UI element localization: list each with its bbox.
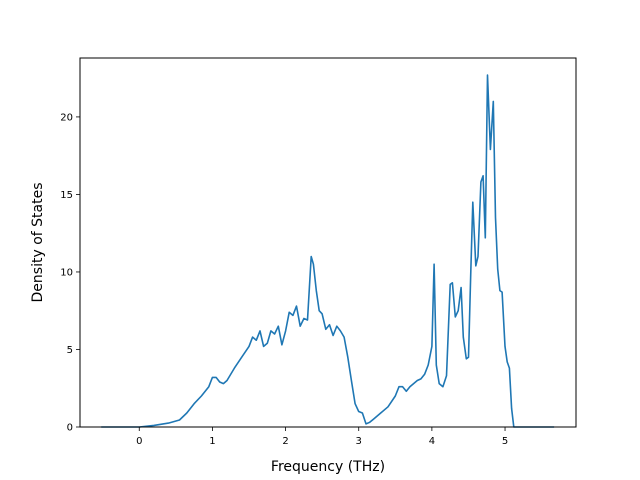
x-tick-label: 3 bbox=[356, 436, 362, 447]
x-axis-ticks: 0 1 2 3 4 5 bbox=[136, 427, 508, 447]
x-tick-label: 1 bbox=[209, 436, 215, 447]
x-tick-label: 5 bbox=[502, 436, 508, 447]
x-tick-label: 0 bbox=[136, 436, 142, 447]
y-tick-label: 0 bbox=[67, 423, 73, 434]
x-axis-label: Frequency (THz) bbox=[271, 459, 385, 475]
x-tick-label: 2 bbox=[282, 436, 288, 447]
y-tick-label: 10 bbox=[60, 267, 73, 278]
axes-frame bbox=[79, 57, 577, 428]
y-tick-label: 5 bbox=[67, 345, 73, 356]
x-tick-label: 4 bbox=[429, 436, 435, 447]
dos-series-line bbox=[101, 74, 555, 428]
y-tick-label: 20 bbox=[60, 112, 73, 123]
y-axis-ticks: 0 5 10 15 20 bbox=[60, 112, 80, 434]
y-tick-label: 15 bbox=[60, 190, 73, 201]
y-axis-label: Density of States bbox=[30, 183, 46, 303]
